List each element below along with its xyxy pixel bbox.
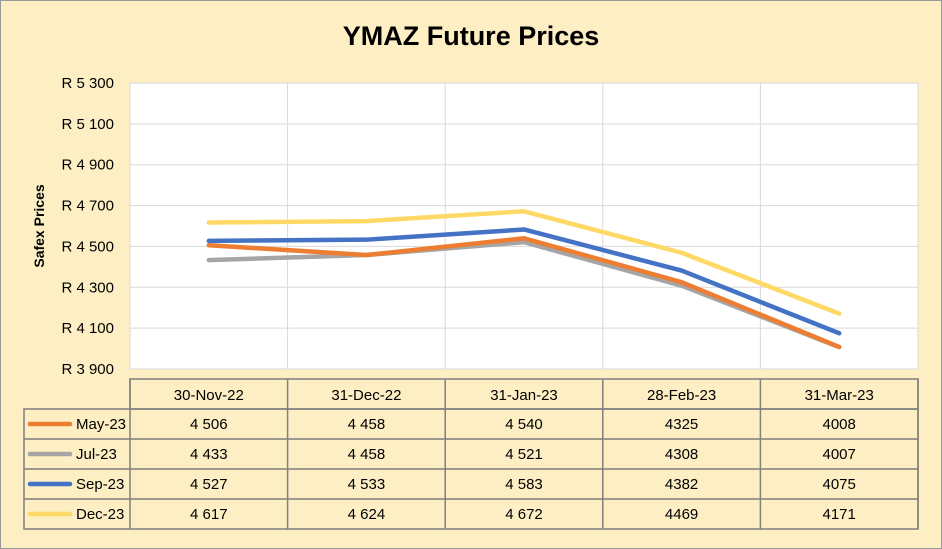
data-value-cell: 4308	[665, 446, 698, 463]
data-value-cell: 4 533	[348, 476, 386, 493]
series-line-may-23	[206, 236, 842, 350]
data-value-cell: 4 433	[190, 446, 228, 463]
x-category-label: 31-Mar-23	[805, 387, 874, 404]
data-value-cell: 4 624	[348, 506, 386, 523]
series-line-dec-23	[206, 209, 842, 316]
data-value-cell: 4325	[665, 416, 698, 433]
legend-label: Sep-23	[76, 476, 124, 493]
y-tick-label: R 4 900	[61, 157, 114, 174]
y-tick-label: R 4 500	[61, 238, 114, 255]
series-line-sep-23	[206, 227, 842, 336]
data-value-cell: 4 583	[505, 476, 543, 493]
data-value-cell: 4 521	[505, 446, 543, 463]
chart-title: YMAZ Future Prices	[342, 21, 600, 51]
data-value-cell: 4 458	[348, 446, 386, 463]
legend-label: May-23	[76, 416, 126, 433]
x-category-label: 31-Jan-23	[490, 387, 558, 404]
x-category-label: 28-Feb-23	[647, 387, 716, 404]
data-value-cell: 4008	[823, 416, 856, 433]
y-axis-ticks: R 3 900 R 4 100 R 4 300 R 4 500 R 4 700 R 4 9…	[61, 75, 114, 378]
y-tick-label: R 4 300	[61, 279, 114, 296]
x-category-label: 31-Dec-22	[331, 387, 401, 404]
y-axis-label: Safex Prices	[31, 184, 47, 267]
legend-label: Jul-23	[76, 446, 117, 463]
x-category-label: 30-Nov-22	[174, 387, 244, 404]
data-value-cell: 4 540	[505, 416, 543, 433]
legend-label: Dec-23	[76, 506, 124, 523]
plot-area	[129, 82, 919, 370]
data-value-cell: 4469	[665, 506, 698, 523]
data-value-cell: 4171	[823, 506, 856, 523]
data-value-cell: 4 506	[190, 416, 228, 433]
data-value-cell: 4075	[823, 476, 856, 493]
gridlines	[130, 82, 918, 370]
series-lines	[206, 209, 842, 350]
data-value-cell: 4007	[823, 446, 856, 463]
y-tick-label: R 4 100	[61, 320, 114, 337]
data-value-cell: 4 527	[190, 476, 228, 493]
y-tick-label: R 5 100	[61, 116, 114, 133]
y-tick-label: R 4 700	[61, 198, 114, 215]
data-value-cell: 4 617	[190, 506, 228, 523]
y-tick-label: R 5 300	[61, 75, 114, 92]
y-tick-label: R 3 900	[61, 361, 114, 378]
data-value-cell: 4382	[665, 476, 698, 493]
data-value-cell: 4 672	[505, 506, 543, 523]
data-table: 30-Nov-22 31-Dec-22 31-Jan-23 28-Feb-23 31-M…	[23, 378, 919, 530]
data-value-cell: 4 458	[348, 416, 386, 433]
